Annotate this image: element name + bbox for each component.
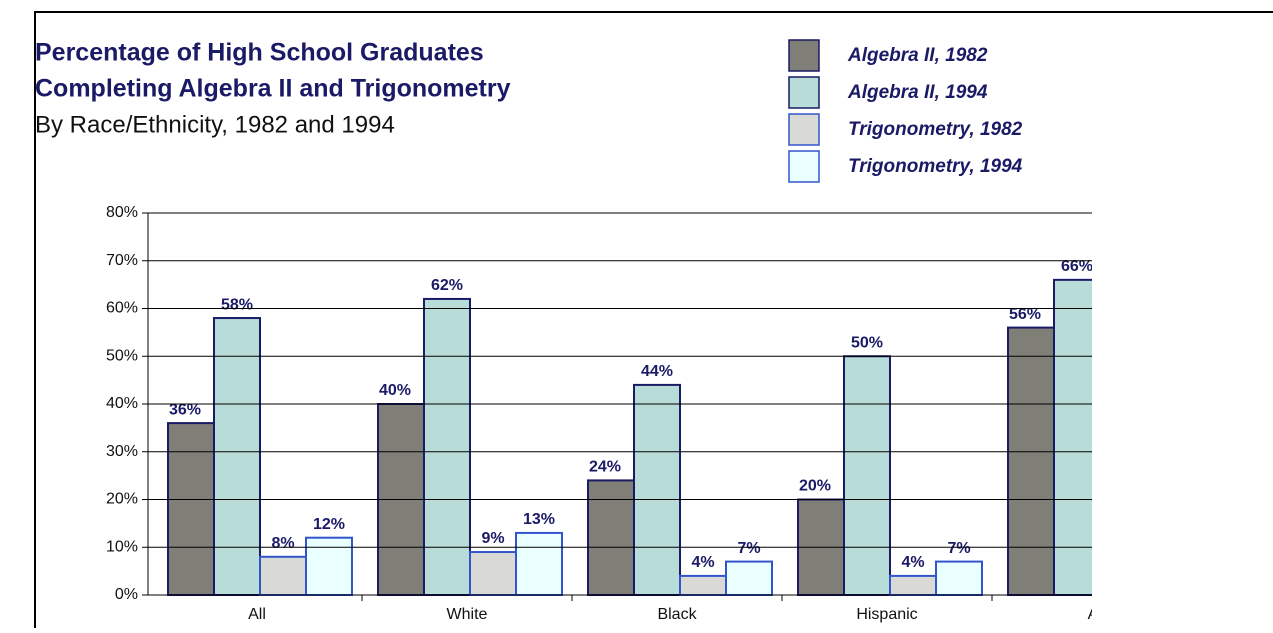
bar [305,536,353,597]
x-tick-label: White [447,606,488,623]
bar [423,297,471,596]
y-tick-label: 60% [106,300,138,317]
value-label: 66% [1061,258,1093,275]
value-label: 9% [481,530,504,547]
y-tick-label: 0% [115,586,138,603]
chart-subtitle: By Race/Ethnicity, 1982 and 1994 [35,111,395,138]
legend-label: Algebra II, 1982 [847,45,988,66]
bar [1007,326,1055,596]
bar [633,383,681,596]
value-label: 50% [851,334,883,351]
bar [725,560,773,597]
value-label: 44% [641,363,673,380]
value-label: 56% [1009,306,1041,323]
value-label: 62% [431,277,463,294]
chart-title: Completing Algebra II and Trigonometry [35,75,511,103]
value-label: 36% [169,401,201,418]
value-label: 4% [901,554,924,571]
legend-label: Algebra II, 1994 [847,82,988,103]
legend-label: Trigonometry, 1994 [848,156,1023,177]
y-tick-label: 20% [106,491,138,508]
value-label: 8% [271,535,294,552]
x-tick-label: All [248,606,266,623]
bar [1053,278,1092,596]
legend-swatch [788,76,820,109]
bar [213,317,261,596]
legend-swatch [788,39,820,72]
plot: All 36% 58% 8% 12% White 40% 62% 9% 13% Black 24% 44… [167,258,1107,623]
x-tick-label: Hispanic [856,606,917,623]
value-label: 58% [221,296,253,313]
y-tick-label: 30% [106,443,138,460]
legend-swatch [788,113,820,146]
value-label: 4% [691,554,714,571]
legend-label: Trigonometry, 1982 [848,119,1023,140]
value-label: 7% [737,540,760,557]
frame [34,11,1273,628]
y-tick-label: 70% [106,252,138,269]
y-tick-label: 80% [106,204,138,221]
y-tick-label: 40% [106,395,138,412]
bar [587,479,635,596]
bar [167,422,215,596]
value-label: 24% [589,459,621,476]
value-label: 40% [379,382,411,399]
bar [843,355,891,596]
y-tick-label: 50% [106,347,138,364]
legend-swatch [788,150,820,183]
value-label: 13% [523,511,555,528]
bar [469,551,517,597]
value-label: 20% [799,478,831,495]
bar [259,555,307,596]
value-label: 12% [313,516,345,533]
x-tick-label: As [1088,606,1107,623]
bar [679,574,727,597]
chart-title: Percentage of High School Graduates [35,39,484,67]
y-tick-label: 10% [106,538,138,555]
bar [889,574,937,597]
bar [935,560,983,597]
bar [515,531,563,596]
x-tick-label: Black [657,606,697,623]
value-label: 7% [947,540,970,557]
